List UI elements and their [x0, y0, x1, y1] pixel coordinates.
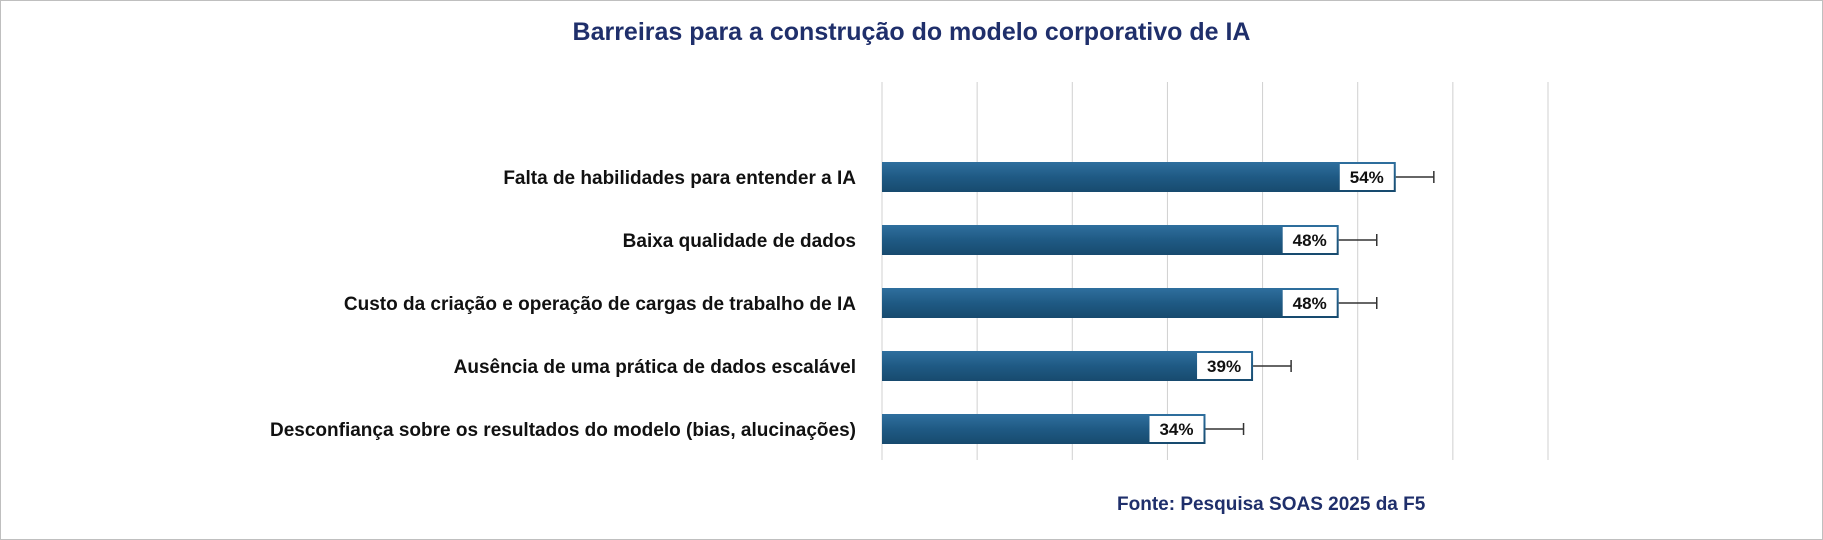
value-label: 48% — [1293, 294, 1327, 313]
chart-title: Barreiras para a construção do modelo co… — [572, 18, 1251, 46]
value-label: 54% — [1350, 168, 1384, 187]
category-label: Baixa qualidade de dados — [623, 231, 856, 252]
gridlines — [881, 82, 1549, 460]
bars: 54% 48% 48% 39% 34% — [882, 162, 1435, 444]
value-label: 48% — [1293, 231, 1327, 250]
value-label: 34% — [1159, 420, 1193, 439]
bar-row: 48% — [882, 225, 1378, 255]
bar — [882, 225, 1339, 255]
bar-row: 39% — [882, 351, 1292, 381]
value-label-box — [1282, 290, 1337, 316]
category-label: Ausência de uma prática de dados escaláv… — [454, 357, 856, 378]
value-label: 39% — [1207, 357, 1241, 376]
source-note: Fonte: Pesquisa SOAS 2025 da F5 — [1117, 494, 1426, 515]
category-label: Custo da criação e operação de cargas de… — [344, 294, 856, 315]
value-label-box — [1282, 227, 1337, 253]
value-label-box — [1149, 416, 1204, 442]
value-label-box — [1339, 164, 1394, 190]
bar — [882, 162, 1396, 192]
bar-row: 34% — [882, 414, 1245, 444]
bar-row: 54% — [882, 162, 1435, 192]
category-label: Desconfiança sobre os resultados do mode… — [270, 420, 856, 441]
category-labels: Falta de habilidades para entender a IA B… — [270, 168, 856, 441]
value-label-box — [1197, 353, 1252, 379]
bar — [882, 351, 1254, 381]
category-label: Falta de habilidades para entender a IA — [503, 168, 856, 189]
bar — [882, 288, 1339, 318]
bar-row: 48% — [882, 288, 1378, 318]
